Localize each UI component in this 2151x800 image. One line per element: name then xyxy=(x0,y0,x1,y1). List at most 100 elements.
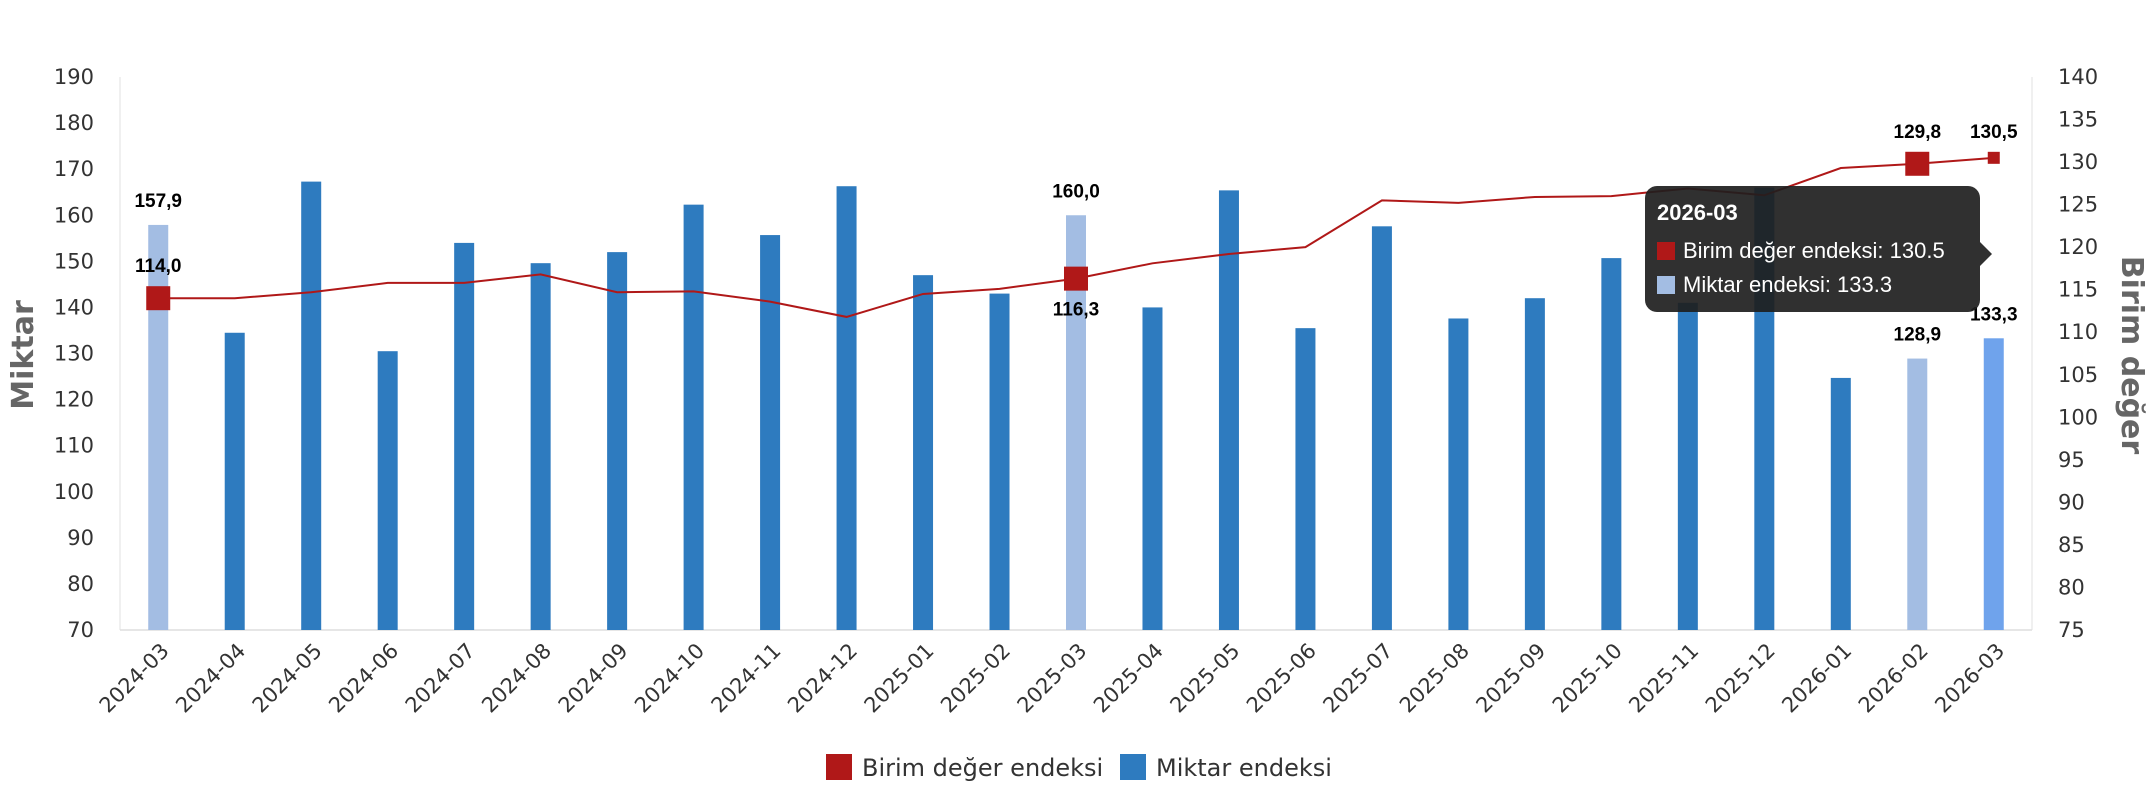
bar-miktar[interactable] xyxy=(377,351,398,630)
left-tick-label: 190 xyxy=(54,65,94,89)
bar-miktar[interactable] xyxy=(1448,318,1469,630)
x-tick-label: 2026-03 xyxy=(1930,639,2009,718)
left-tick-label: 170 xyxy=(54,157,94,181)
legend-swatch-miktar[interactable] xyxy=(1120,754,1146,780)
bar-miktar[interactable] xyxy=(224,332,245,630)
tooltip: 2026-03 Birim değer endeksi: 130.5 Mikta… xyxy=(1645,186,1992,312)
bar-miktar[interactable] xyxy=(1983,338,2004,630)
marker-birim-deger[interactable] xyxy=(1987,151,2000,164)
x-tick-label: 2025-12 xyxy=(1701,639,1780,718)
x-tick-label: 2024-07 xyxy=(401,639,480,718)
bar-miktar[interactable] xyxy=(989,293,1010,630)
bar-miktar[interactable] xyxy=(1066,215,1086,630)
bar-miktar[interactable] xyxy=(1601,258,1622,630)
legend-label-birim[interactable]: Birim değer endeksi xyxy=(862,754,1103,782)
right-tick-label: 115 xyxy=(2058,278,2098,302)
bar-miktar[interactable] xyxy=(1907,358,1928,630)
left-tick-label: 110 xyxy=(54,434,94,458)
bar-miktar[interactable] xyxy=(1677,302,1698,630)
right-tick-label: 130 xyxy=(2058,150,2098,174)
x-tick-label: 2025-08 xyxy=(1395,639,1474,718)
x-tick-label: 2025-04 xyxy=(1089,639,1168,718)
x-tick-label: 2025-07 xyxy=(1318,639,1397,718)
x-tick-label: 2025-05 xyxy=(1165,639,1244,718)
x-tick-label: 2025-01 xyxy=(860,639,939,718)
right-tick-label: 80 xyxy=(2058,575,2085,599)
data-label: 160,0 xyxy=(1052,181,1100,202)
bar-miktar[interactable] xyxy=(607,252,628,630)
bar-miktar[interactable] xyxy=(1142,307,1163,630)
x-tick-label: 2024-10 xyxy=(630,639,709,718)
data-label: 116,3 xyxy=(1053,300,1100,321)
tooltip-title: 2026-03 xyxy=(1657,200,1738,225)
left-tick-label: 70 xyxy=(67,618,94,642)
left-tick-label: 90 xyxy=(67,526,94,550)
bar-miktar[interactable] xyxy=(454,242,475,630)
bar-miktar[interactable] xyxy=(1371,226,1392,630)
bar-miktar[interactable] xyxy=(1524,298,1545,630)
marker-birim-deger[interactable] xyxy=(1905,151,1930,176)
x-tick-label: 2024-09 xyxy=(554,639,633,718)
x-tick-label: 2025-09 xyxy=(1471,639,1550,718)
marker-birim-deger[interactable] xyxy=(146,286,171,311)
left-tick-label: 120 xyxy=(54,388,94,412)
legend-swatch-birim[interactable] xyxy=(826,754,852,780)
x-tick-label: 2026-02 xyxy=(1854,639,1933,718)
left-tick-label: 130 xyxy=(54,342,94,366)
x-tick-label: 2024-03 xyxy=(95,639,174,718)
right-tick-label: 95 xyxy=(2058,448,2085,472)
left-tick-label: 100 xyxy=(54,480,94,504)
legend-label-miktar[interactable]: Miktar endeksi xyxy=(1156,754,1332,782)
bar-miktar[interactable] xyxy=(836,186,857,630)
right-tick-label: 85 xyxy=(2058,533,2085,557)
right-axis-title: Birim değer xyxy=(2114,256,2149,455)
right-tick-label: 120 xyxy=(2058,235,2098,259)
x-tick-label: 2026-01 xyxy=(1777,639,1856,718)
data-label: 157,9 xyxy=(134,191,182,212)
right-tick-label: 125 xyxy=(2058,193,2098,217)
data-label: 130,5 xyxy=(1970,122,2018,143)
left-tick-label: 160 xyxy=(54,203,94,227)
right-tick-label: 140 xyxy=(2058,65,2098,89)
data-label: 133,3 xyxy=(1970,304,2018,325)
left-tick-label: 150 xyxy=(54,249,94,273)
tooltip-swatch-birim xyxy=(1657,242,1675,260)
bar-miktar[interactable] xyxy=(148,224,169,631)
x-tick-label: 2025-02 xyxy=(936,639,1015,718)
bar-miktar[interactable] xyxy=(301,181,322,630)
right-tick-label: 75 xyxy=(2058,618,2085,642)
marker-birim-deger[interactable] xyxy=(1064,266,1088,291)
bar-miktar[interactable] xyxy=(530,263,551,630)
legend: Birim değer endeksi Miktar endeksi xyxy=(826,754,1332,782)
x-tick-label: 2025-06 xyxy=(1242,639,1321,718)
tooltip-row-birim: Birim değer endeksi: 130.5 xyxy=(1657,238,1968,264)
right-tick-label: 135 xyxy=(2058,108,2098,132)
tooltip-swatch-miktar xyxy=(1657,276,1675,294)
plot-area: 70 80 90 100 110 120 130 140 150 160 170 180 190 75 80… xyxy=(54,65,2098,718)
right-tick-label: 110 xyxy=(2058,320,2098,344)
tooltip-label-miktar: Miktar endeksi: 133.3 xyxy=(1683,272,1893,297)
right-tick-label: 90 xyxy=(2058,490,2085,514)
x-tick-label: 2024-08 xyxy=(477,639,556,718)
right-tick-label: 100 xyxy=(2058,405,2098,429)
x-tick-label: 2024-05 xyxy=(248,639,327,718)
x-tick-label: 2024-04 xyxy=(171,639,250,718)
bar-miktar[interactable] xyxy=(1218,190,1239,631)
bar-miktar[interactable] xyxy=(913,275,934,630)
bar-miktar[interactable] xyxy=(683,204,704,631)
bar-miktar[interactable] xyxy=(760,235,781,630)
bar-miktar[interactable] xyxy=(1295,328,1316,630)
bar-miktar[interactable] xyxy=(1830,377,1851,630)
data-label: 129,8 xyxy=(1894,122,1942,143)
x-tick-label: 2025-03 xyxy=(1013,639,1092,718)
x-tick-label: 2024-12 xyxy=(783,639,862,718)
data-label: 114,0 xyxy=(135,256,182,277)
data-label: 128,9 xyxy=(1894,325,1942,346)
right-tick-label: 105 xyxy=(2058,363,2098,387)
tooltip-row-miktar: Miktar endeksi: 133.3 xyxy=(1657,272,1968,298)
x-tick-label: 2025-11 xyxy=(1624,639,1703,718)
left-tick-label: 80 xyxy=(67,572,94,596)
x-tick-label: 2024-11 xyxy=(707,639,786,718)
left-tick-label: 180 xyxy=(54,111,94,135)
